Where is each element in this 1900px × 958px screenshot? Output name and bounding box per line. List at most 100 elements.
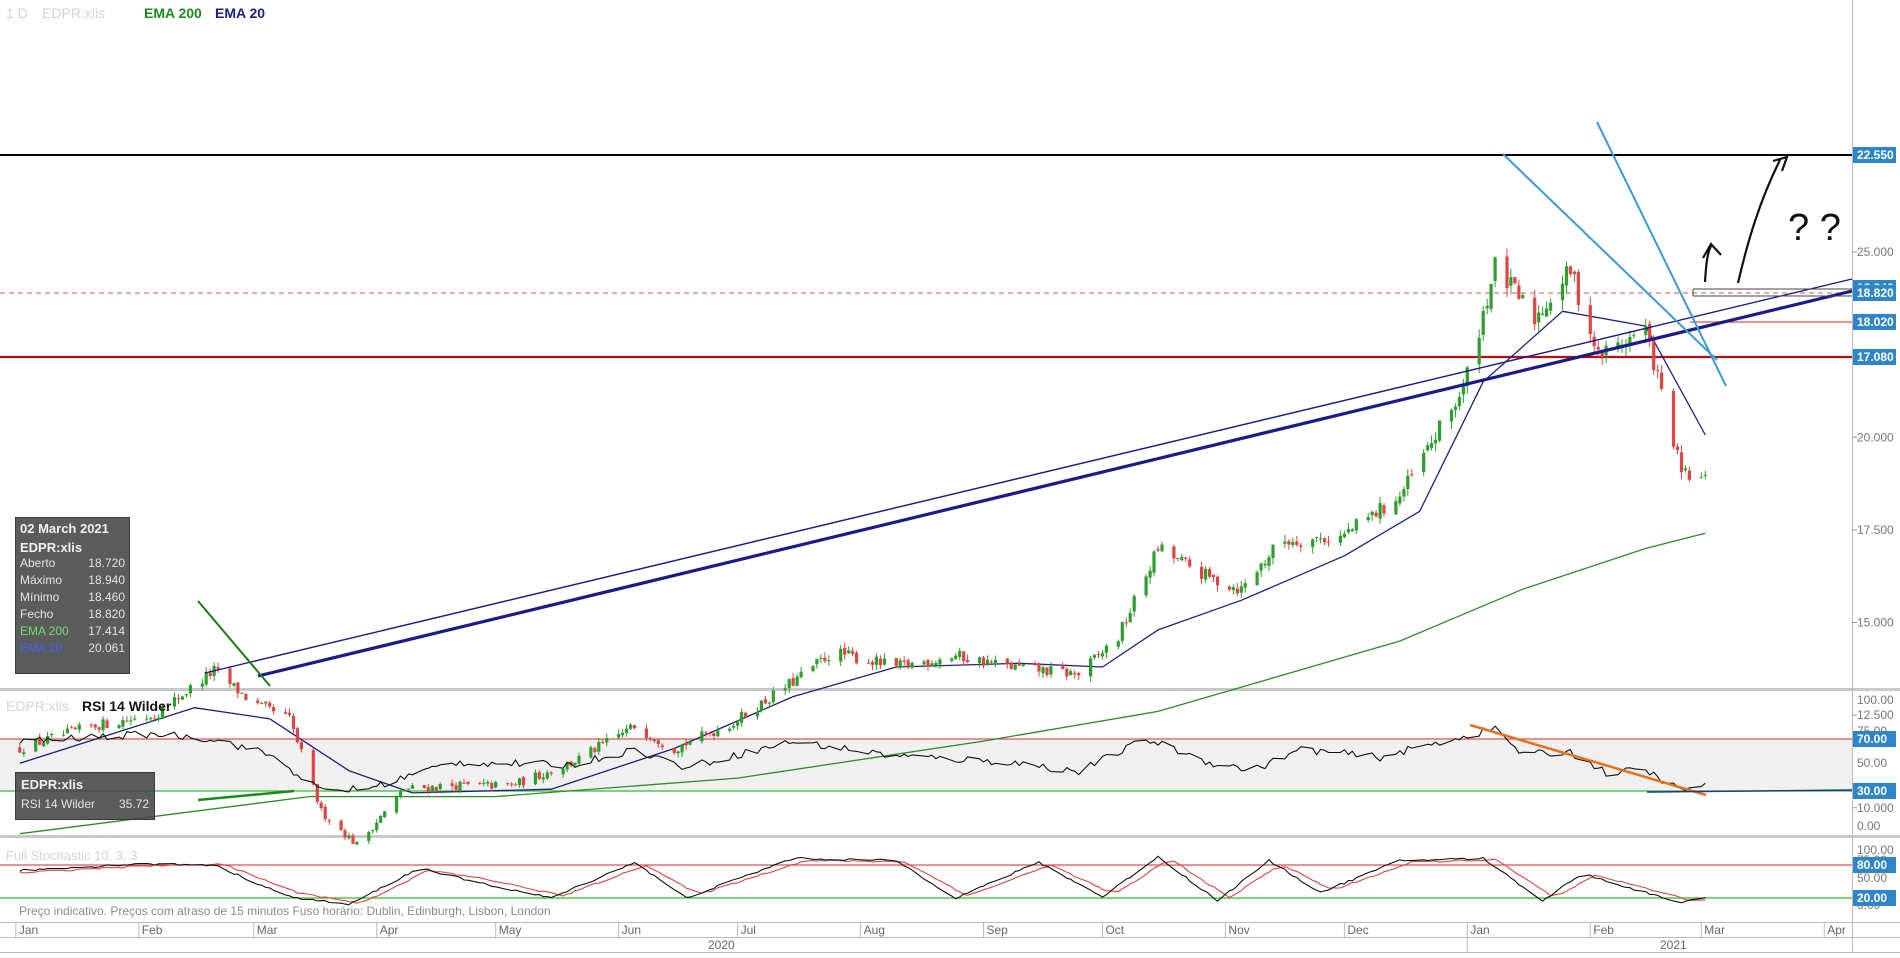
candle[interactable]	[1243, 583, 1247, 588]
candle[interactable]	[1211, 574, 1216, 577]
candle[interactable]	[728, 728, 732, 731]
candle[interactable]	[240, 692, 244, 694]
stoch-k-line[interactable]	[19, 855, 1706, 906]
candle[interactable]	[688, 742, 692, 745]
candle[interactable]	[1096, 654, 1101, 656]
candle[interactable]	[759, 700, 763, 711]
candle[interactable]	[458, 781, 462, 792]
rsi-symbol-label[interactable]: EDPR:xlis	[6, 698, 70, 714]
candle[interactable]	[744, 712, 748, 718]
candle[interactable]	[1398, 496, 1402, 504]
candle[interactable]	[700, 731, 704, 742]
candle[interactable]	[510, 783, 514, 785]
candle[interactable]	[1402, 489, 1406, 497]
candle[interactable]	[577, 755, 581, 764]
candle[interactable]	[1120, 622, 1124, 641]
rsi-title[interactable]: RSI 14 Wilder	[82, 698, 172, 714]
candle[interactable]	[1434, 439, 1438, 444]
candle[interactable]	[61, 734, 66, 736]
stoch-d-line[interactable]	[19, 858, 1706, 904]
candle[interactable]	[870, 662, 875, 665]
candle[interactable]	[966, 659, 970, 662]
candle[interactable]	[811, 665, 815, 672]
candle[interactable]	[1628, 336, 1632, 345]
candle[interactable]	[157, 717, 161, 720]
candle[interactable]	[906, 660, 910, 667]
candle[interactable]	[1453, 406, 1457, 410]
candle[interactable]	[327, 820, 331, 822]
candle[interactable]	[1180, 556, 1184, 561]
candle[interactable]	[1549, 302, 1553, 311]
candle[interactable]	[989, 661, 993, 663]
candle[interactable]	[478, 783, 482, 784]
candle[interactable]	[930, 663, 934, 666]
candle[interactable]	[454, 785, 458, 790]
candle[interactable]	[46, 736, 50, 744]
candle[interactable]	[1204, 568, 1208, 580]
big-up-arrow[interactable]	[1736, 155, 1789, 284]
candle[interactable]	[311, 750, 315, 785]
candle[interactable]	[1596, 347, 1600, 350]
price-tag[interactable]: 18.820	[1857, 286, 1894, 300]
stoch-level-tag[interactable]: 20.00	[1857, 891, 1887, 905]
candle[interactable]	[172, 697, 177, 707]
candle[interactable]	[549, 772, 553, 774]
candle[interactable]	[494, 782, 498, 788]
candle[interactable]	[145, 718, 149, 720]
small-up-arrow[interactable]	[1702, 242, 1722, 283]
candle[interactable]	[295, 728, 299, 743]
candle[interactable]	[410, 785, 414, 789]
candle[interactable]	[422, 785, 426, 788]
candle[interactable]	[1699, 477, 1703, 479]
candle[interactable]	[1505, 256, 1509, 289]
candle[interactable]	[1394, 501, 1398, 515]
candle[interactable]	[466, 781, 470, 784]
candle[interactable]	[1461, 385, 1465, 395]
candle[interactable]	[105, 720, 109, 728]
candle[interactable]	[1259, 563, 1263, 571]
candle[interactable]	[1648, 324, 1652, 340]
candle[interactable]	[1382, 505, 1386, 514]
candle[interactable]	[712, 733, 716, 736]
candle[interactable]	[371, 830, 375, 832]
candle[interactable]	[1660, 372, 1664, 389]
candle[interactable]	[1632, 335, 1636, 337]
long-trendline-thin[interactable]	[204, 278, 1853, 674]
candle[interactable]	[1366, 517, 1370, 521]
candle[interactable]	[1545, 308, 1549, 317]
candle[interactable]	[1521, 295, 1525, 299]
candle[interactable]	[1560, 283, 1565, 301]
candle[interactable]	[287, 712, 292, 715]
candle[interactable]	[954, 655, 958, 659]
candle[interactable]	[149, 718, 153, 720]
candle[interactable]	[708, 733, 712, 735]
candle[interactable]	[1009, 662, 1013, 669]
candle[interactable]	[823, 657, 827, 662]
candle[interactable]	[133, 718, 137, 720]
candle[interactable]	[1489, 283, 1493, 309]
candle[interactable]	[1438, 420, 1442, 441]
rsi-level-tag[interactable]: 30.00	[1857, 784, 1887, 798]
candle[interactable]	[406, 788, 411, 790]
candle[interactable]	[430, 785, 434, 792]
candle[interactable]	[1323, 538, 1327, 543]
candle[interactable]	[704, 732, 708, 734]
candle[interactable]	[272, 707, 276, 712]
candle[interactable]	[1208, 569, 1212, 577]
candle[interactable]	[1311, 539, 1315, 548]
candle[interactable]	[882, 658, 886, 665]
candle[interactable]	[1069, 671, 1073, 676]
candle[interactable]	[1049, 666, 1053, 675]
candle[interactable]	[1021, 664, 1025, 666]
candle[interactable]	[434, 787, 438, 791]
ema200-line[interactable]	[19, 532, 1706, 835]
candle[interactable]	[950, 658, 954, 661]
candle[interactable]	[1410, 474, 1414, 476]
candle[interactable]	[1600, 350, 1604, 357]
candle[interactable]	[450, 783, 454, 786]
candle[interactable]	[1465, 367, 1469, 387]
candle[interactable]	[176, 698, 181, 700]
candle[interactable]	[910, 662, 914, 668]
wedge-upper-line[interactable]	[1596, 121, 1727, 387]
candle[interactable]	[672, 748, 676, 753]
